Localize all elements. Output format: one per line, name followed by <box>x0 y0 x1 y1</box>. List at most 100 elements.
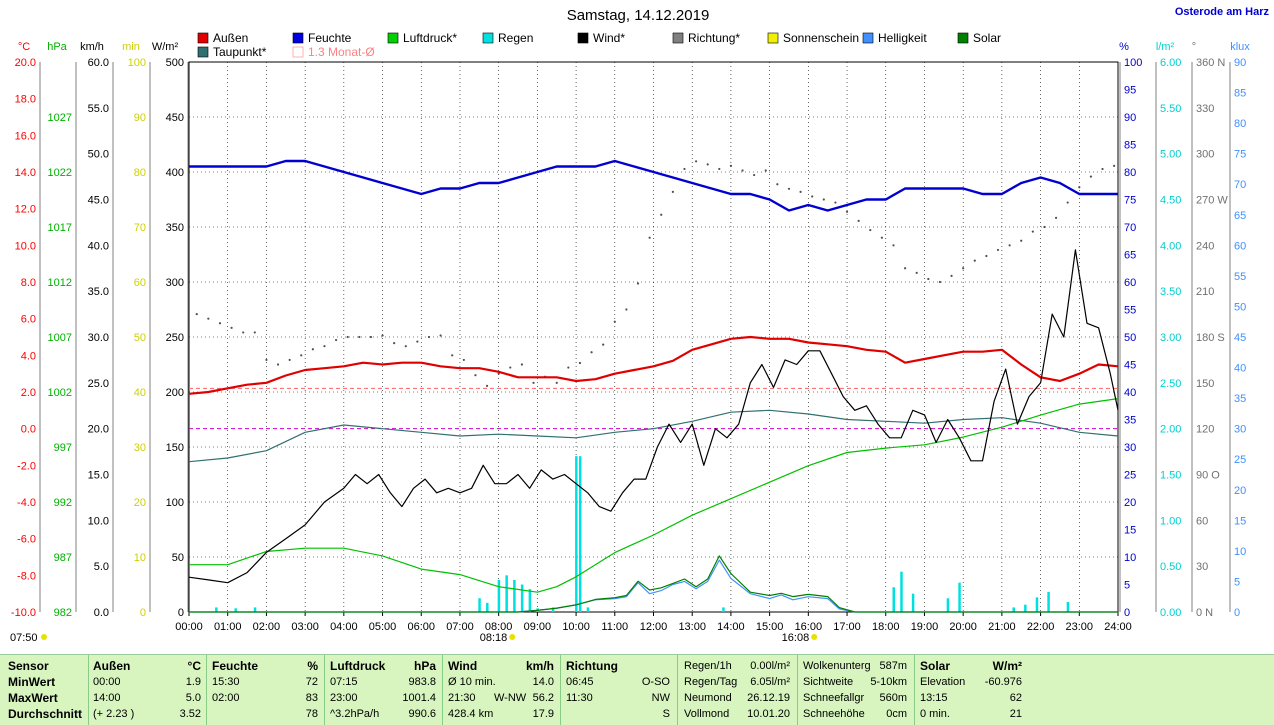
temp-tick-label: 10.0 <box>15 240 36 252</box>
x-tick-label: 06:00 <box>407 621 435 633</box>
temp-tick-label: 14.0 <box>15 167 36 179</box>
x-tick-label: 05:00 <box>369 621 397 633</box>
richtung-point <box>207 317 210 320</box>
hpa-unit-label: hPa <box>47 41 67 53</box>
sun-time-label: 08:18 <box>480 632 508 644</box>
pct-tick-label: 15 <box>1124 525 1136 537</box>
wm2-tick-label: 50 <box>172 552 184 564</box>
maxwert-label: MaxWert <box>8 691 58 705</box>
kmh-tick-label: 20.0 <box>88 424 109 436</box>
min-unit-label: min <box>122 41 140 53</box>
series-line-solar <box>189 555 1118 613</box>
kmh-tick-label: 50.0 <box>88 149 109 161</box>
wm2-unit-label: W/m² <box>152 41 179 53</box>
weather-chart: 00:00 01:00 02:00 03:00 04:00 05:00 06:00 07:00… <box>10 6 1269 644</box>
temp-tick-label: -8.0 <box>17 570 36 582</box>
temp-tick-label: 18.0 <box>15 94 36 106</box>
aussen-min-value: 1.9 <box>185 676 201 688</box>
neumond-label: Neumond <box>684 692 732 704</box>
klux-tick-label: 45 <box>1234 332 1246 344</box>
regen-bar <box>722 607 725 612</box>
klux-tick-label: 85 <box>1234 88 1246 100</box>
richtung-point <box>334 338 338 342</box>
klux-tick-label: 90 <box>1234 57 1246 69</box>
aussen-header: Außen <box>93 659 131 673</box>
x-tick-label: 18:00 <box>872 621 900 633</box>
aussen-max-time: 14:00 <box>93 692 121 704</box>
regen-bar <box>900 571 903 612</box>
series: 07:50 08:18 16:08 <box>10 159 1119 644</box>
deg-tick-label: 330 <box>1196 103 1214 115</box>
deg-tick-label: 300 <box>1196 149 1214 161</box>
klux-unit-label: klux <box>1230 41 1250 53</box>
deg-tick-label: 270 W <box>1196 195 1228 207</box>
wm2-tick-label: 200 <box>166 387 184 399</box>
richtung-point <box>520 363 523 366</box>
feuchte-min-value: 72 <box>305 676 318 688</box>
klux-tick-label: 65 <box>1234 210 1246 222</box>
schneehoehe-value: 0cm <box>886 708 907 720</box>
luftdruck-header: Luftdruck <box>330 659 386 673</box>
x-tick-label: 12:00 <box>640 621 668 633</box>
min-tick-label: 10 <box>134 552 146 564</box>
klux-tick-label: 70 <box>1234 179 1246 191</box>
richtung-point <box>276 363 280 366</box>
richtung-point <box>1054 216 1058 219</box>
wm2-tick-label: 500 <box>166 57 184 69</box>
wm2-tick-label: 450 <box>166 112 184 124</box>
legend-swatch <box>292 46 304 58</box>
sun-icon <box>41 634 47 640</box>
wind-max-time: 21:30 <box>448 692 476 704</box>
richtung-point <box>218 322 222 325</box>
solar-max-value: 62 <box>1009 692 1022 704</box>
legend: Außen Feuchte Luftdruck* Regen Wind* Richtung… <box>197 31 1001 59</box>
deg-tick-label: 120 <box>1196 424 1214 436</box>
wolken-column: Wolkenunterg 587m Sichtweite 5-10km Schnee… <box>803 658 907 722</box>
hpa-tick-label: 997 <box>54 442 72 454</box>
pct-unit-label: % <box>1119 41 1129 53</box>
min-tick-label: 50 <box>134 332 146 344</box>
klux-tick-label: 25 <box>1234 454 1246 466</box>
x-tick-label: 16:00 <box>795 621 823 633</box>
deg-tick-label: 240 <box>1196 240 1214 252</box>
regen-bar <box>1066 601 1070 612</box>
hpa-tick-label: 992 <box>54 497 72 509</box>
deg-tick-label: 0 N <box>1196 607 1213 619</box>
richtung-point <box>567 366 570 369</box>
richtung-point <box>265 358 268 362</box>
legend-swatch <box>197 46 209 58</box>
hpa-tick-label: 987 <box>54 552 72 564</box>
richtung-point <box>857 219 860 222</box>
hpa-tick-label: 1022 <box>48 167 72 179</box>
pct-tick-label: 5 <box>1124 580 1130 592</box>
regen-bar <box>1035 597 1039 612</box>
kmh-tick-label: 55.0 <box>88 103 109 115</box>
column-divider <box>677 655 678 725</box>
deg-tick-label: 60 <box>1196 515 1208 527</box>
legend-label: Luftdruck* <box>403 31 457 45</box>
richtung-point <box>776 183 779 186</box>
feuchte-max-value: 83 <box>305 692 318 704</box>
deg-tick-label: 360 N <box>1196 57 1225 69</box>
aussen-avg-note: (+ 2.23 ) <box>93 708 135 720</box>
luftdruck-unit: hPa <box>413 659 436 673</box>
x-tick-label: 19:00 <box>911 621 939 633</box>
klux-tick-label: 0 <box>1234 607 1240 619</box>
solar-max-time: 13:15 <box>920 692 948 704</box>
regen-bar <box>575 456 578 612</box>
richtung-point <box>381 334 384 337</box>
regen-bar <box>551 607 555 612</box>
legend-swatch <box>482 32 494 44</box>
temp-tick-label: 4.0 <box>21 350 36 362</box>
richtung-point <box>892 244 895 247</box>
richtung-point <box>718 167 721 171</box>
richtung-max-time: 11:30 <box>566 692 593 704</box>
richtung-point <box>1043 225 1046 229</box>
richtung-point <box>1089 175 1093 178</box>
sun-icon <box>811 634 818 640</box>
luftdruck-min-time: 07:15 <box>330 676 358 688</box>
regen-bar <box>892 587 895 612</box>
richtung-max-value: NW <box>651 692 670 704</box>
regen-tag-value: 6.05l/m² <box>750 676 790 688</box>
x-tick-label: 08:00 <box>485 621 513 633</box>
